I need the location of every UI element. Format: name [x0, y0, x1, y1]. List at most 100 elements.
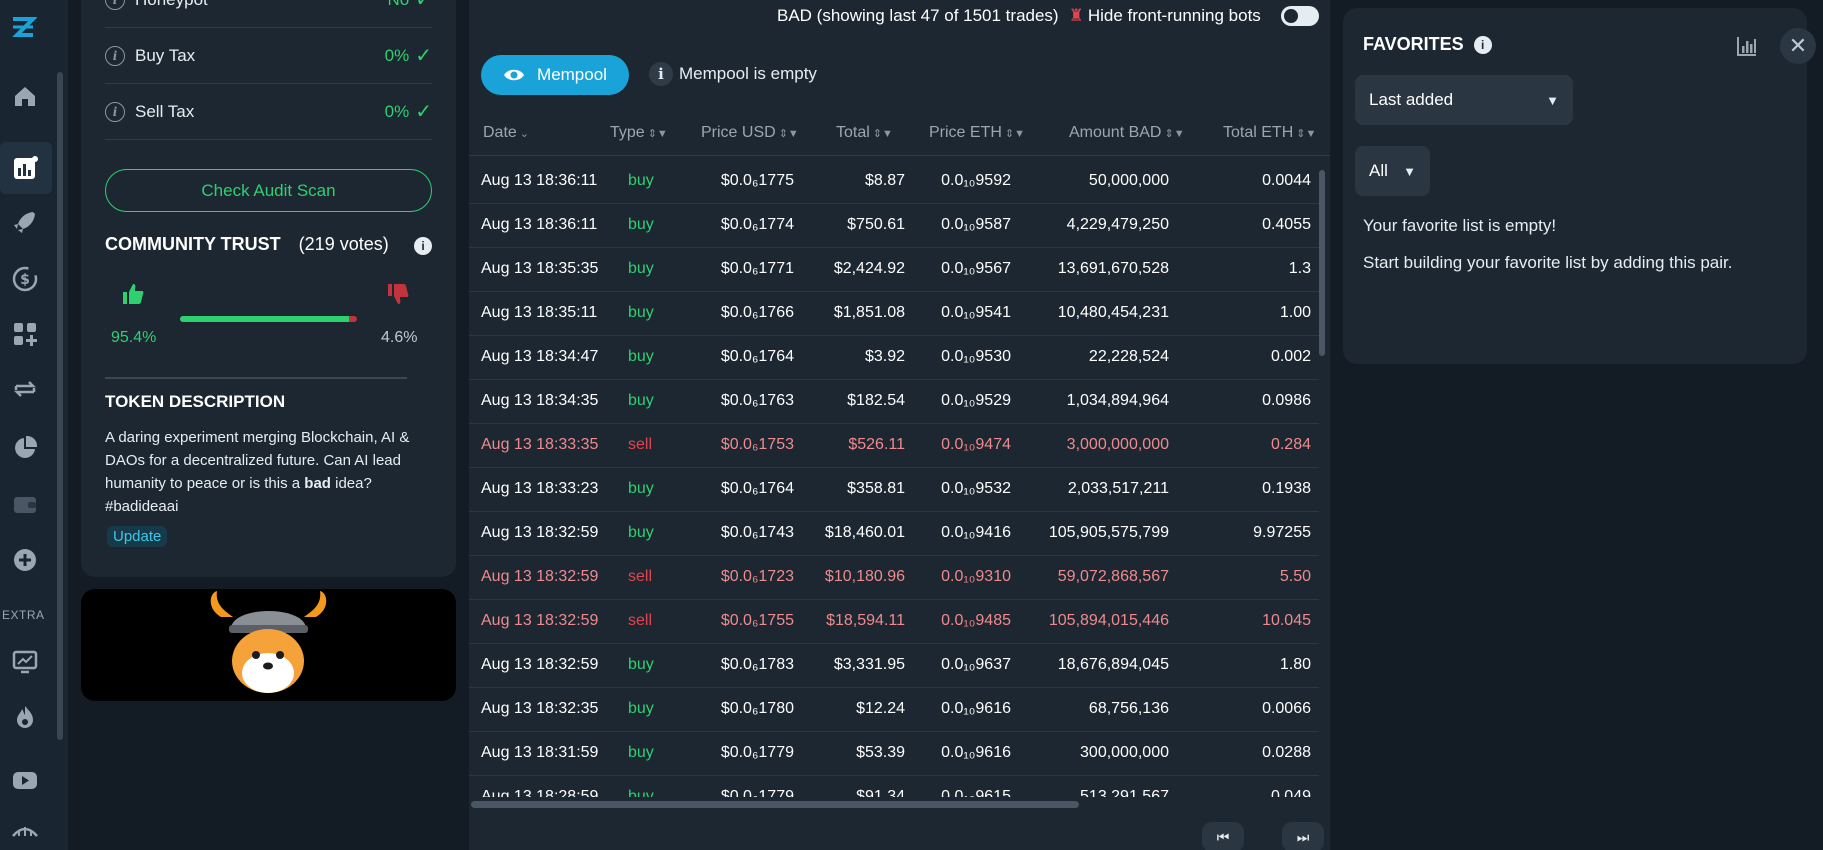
- next-page-button[interactable]: ⏭: [1282, 822, 1324, 850]
- col-price-usd[interactable]: Price USD ⇕▼: [701, 124, 799, 142]
- cell-amount: 2,033,517,211: [1067, 480, 1169, 497]
- table-row[interactable]: Aug 13 18:32:59 sell $0.0₆1755 $18,594.11 0.…: [469, 600, 1319, 644]
- vertical-scrollbar[interactable]: [1319, 170, 1325, 356]
- cell-price-usd: $0.0₆1780: [720, 700, 794, 717]
- swap-icon[interactable]: [10, 374, 40, 404]
- dollar-icon[interactable]: $: [10, 264, 40, 294]
- mempool-status-text: Mempool is empty: [679, 64, 817, 83]
- cell-price-eth: 0.0₁₀9485: [941, 612, 1011, 629]
- dashboard-icon[interactable]: [10, 153, 40, 183]
- table-row[interactable]: Aug 13 18:35:11 buy $0.0₆1766 $1,851.08 0.0₁…: [469, 292, 1319, 336]
- col-price-eth[interactable]: Price ETH ⇕▼: [929, 124, 1025, 142]
- cell-total: $358.81: [847, 480, 905, 497]
- table-row[interactable]: Aug 13 18:33:35 sell $0.0₆1753 $526.11 0.0₁₀…: [469, 424, 1319, 468]
- col-label: Date: [483, 124, 517, 141]
- table-row[interactable]: Aug 13 18:31:59 buy $0.0₆1779 $53.39 0.0₁₀96…: [469, 732, 1319, 776]
- apps-icon[interactable]: [10, 319, 40, 349]
- close-icon: ✕: [1788, 33, 1808, 58]
- col-label: Total ETH: [1223, 124, 1294, 141]
- col-amount[interactable]: Amount BAD ⇕▼: [1069, 124, 1185, 142]
- info-icon[interactable]: i: [105, 101, 125, 122]
- cell-total: $750.61: [847, 216, 905, 233]
- token-logo-banner: [81, 589, 456, 701]
- cell-price-eth: 0.0₁₀9474: [941, 436, 1011, 453]
- cell-date: Aug 13 18:35:11: [481, 304, 598, 321]
- table-row[interactable]: Aug 13 18:32:59 buy $0.0₆1743 $18,460.01 0.0…: [469, 512, 1319, 556]
- cell-price-usd: $0.0₆1771: [720, 260, 794, 277]
- home-icon[interactable]: [10, 81, 40, 111]
- thumbs-up-icon[interactable]: [121, 282, 145, 312]
- horizontal-scrollbar[interactable]: [471, 801, 1079, 808]
- sort-filter-icon: ⇕▼: [872, 128, 893, 140]
- first-page-button[interactable]: ⏮: [1202, 822, 1244, 850]
- rail-scrollbar[interactable]: [57, 72, 63, 740]
- check-audit-scan-button[interactable]: Check Audit Scan: [105, 169, 432, 212]
- bar-chart-icon[interactable]: [1735, 34, 1759, 58]
- logo-icon[interactable]: [8, 12, 38, 42]
- favorites-title: FAVORITES i: [1363, 34, 1492, 55]
- mempool-button-label: Mempool: [537, 65, 607, 84]
- pie-chart-icon[interactable]: [10, 433, 40, 463]
- audit-value: 0%: [384, 101, 410, 121]
- table-row[interactable]: Aug 13 18:34:35 buy $0.0₆1763 $182.54 0.0₁₀9…: [469, 380, 1319, 424]
- col-type[interactable]: Type ⇕▼: [610, 124, 668, 142]
- table-row[interactable]: Aug 13 18:36:11 buy $0.0₆1774 $750.61 0.0₁₀9…: [469, 204, 1319, 248]
- info-icon[interactable]: i: [105, 45, 125, 66]
- cell-amount: 18,676,894,045: [1057, 656, 1169, 673]
- col-label: Type: [610, 124, 645, 141]
- hide-bots-toggle[interactable]: [1281, 6, 1319, 26]
- table-row[interactable]: Aug 13 18:35:35 buy $0.0₆1771 $2,424.92 0.0₁…: [469, 248, 1319, 292]
- info-icon[interactable]: i: [105, 0, 125, 10]
- col-label: Amount BAD: [1069, 124, 1162, 141]
- col-date[interactable]: Date ⌄: [483, 124, 529, 142]
- sort-filter-icon: ⇕▼: [647, 128, 668, 140]
- col-total[interactable]: Total ⇕▼: [836, 124, 893, 142]
- rocket-icon[interactable]: [10, 207, 40, 237]
- table-row[interactable]: Aug 13 18:34:47 buy $0.0₆1764 $3.92 0.0₁₀953…: [469, 336, 1319, 380]
- filter-select[interactable]: All ▼: [1355, 146, 1430, 196]
- trust-info-icon[interactable]: i: [414, 237, 432, 255]
- description-bold: bad: [304, 475, 331, 492]
- cell-total: $18,460.01: [824, 524, 905, 541]
- sort-select[interactable]: Last added ▼: [1355, 75, 1573, 125]
- cell-date: Aug 13 18:36:11: [481, 172, 598, 189]
- monitor-chart-icon[interactable]: [10, 647, 40, 677]
- cell-type: buy: [628, 480, 654, 497]
- mempool-button[interactable]: Mempool: [481, 55, 629, 95]
- table-row[interactable]: Aug 13 18:32:59 sell $0.0₆1723 $10,180.96 0.…: [469, 556, 1319, 600]
- fire-icon[interactable]: [10, 702, 40, 732]
- cell-amount: 59,072,868,567: [1057, 568, 1169, 585]
- cell-price-eth: 0.0₁₀9615: [941, 788, 1011, 797]
- audit-label: Sell Tax: [135, 101, 195, 121]
- col-total-eth[interactable]: Total ETH ⇕▼: [1223, 124, 1316, 142]
- close-button[interactable]: ✕: [1780, 28, 1816, 64]
- table-row[interactable]: Aug 13 18:33:23 buy $0.0₆1764 $358.81 0.0₁₀9…: [469, 468, 1319, 512]
- table-row[interactable]: Aug 13 18:32:35 buy $0.0₆1780 $12.24 0.0₁₀96…: [469, 688, 1319, 732]
- table-row[interactable]: Aug 13 18:28:59 buy $0.0₆1779 $91.34 0.0₁₀96…: [469, 776, 1319, 797]
- cell-total-eth: 0.284: [1270, 436, 1311, 453]
- table-row[interactable]: Aug 13 18:32:59 buy $0.0₆1783 $3,331.95 0.0₁…: [469, 644, 1319, 688]
- chevron-down-icon: ▼: [1546, 92, 1559, 108]
- cell-price-eth: 0.0₁₀9592: [941, 172, 1011, 189]
- col-label: Price USD: [701, 124, 776, 141]
- cell-total-eth: 5.50: [1279, 568, 1311, 585]
- sort-filter-icon: ⇕▼: [1004, 128, 1026, 140]
- trust-votes: (219 votes): [298, 234, 389, 254]
- add-icon[interactable]: [10, 545, 40, 575]
- cell-amount: 513,291,567: [1080, 788, 1169, 797]
- cell-total-eth: 0.0066: [1262, 700, 1311, 717]
- thumbs-down-icon[interactable]: [386, 282, 410, 312]
- info-icon[interactable]: i: [1473, 35, 1492, 54]
- audit-value: 0%: [384, 45, 410, 65]
- hide-bots-label: Hide front-running bots: [1087, 6, 1261, 25]
- bridge-icon[interactable]: [10, 815, 40, 845]
- cell-type: buy: [628, 348, 654, 365]
- cell-price-eth: 0.0₁₀9616: [941, 744, 1011, 761]
- wallet-icon[interactable]: [10, 489, 40, 519]
- table-row[interactable]: Aug 13 18:36:11 buy $0.0₆1775 $8.87 0.0₁₀959…: [469, 160, 1319, 204]
- youtube-icon[interactable]: [10, 765, 40, 795]
- update-badge[interactable]: Update: [107, 526, 168, 547]
- cell-price-usd: $0.0₆1764: [720, 348, 794, 365]
- cell-price-usd: $0.0₆1775: [720, 172, 794, 189]
- cell-total-eth: 10.045: [1262, 612, 1311, 629]
